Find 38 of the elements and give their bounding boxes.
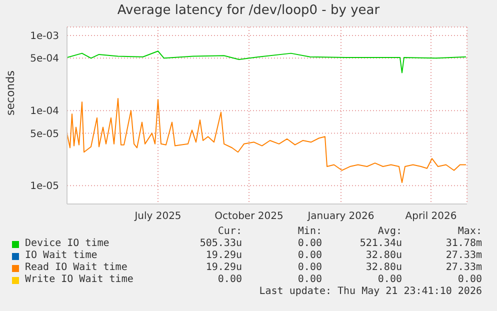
text: Min: [296, 226, 322, 238]
y-tick-label: 1e-04 [30, 106, 59, 118]
text: 27.33m [444, 262, 482, 274]
text: 19.29u [204, 250, 242, 262]
text: 521.34u [358, 238, 402, 250]
text: 0.00 [296, 262, 322, 274]
x-tick-label: April 2026 [405, 211, 457, 222]
legend-label: Read IO Wait time [25, 262, 128, 274]
line-series [67, 50, 466, 74]
y-tick-label: 1e-05 [30, 181, 59, 192]
text: Max: [456, 226, 482, 238]
text: Last update: Thu May 21 23:41:10 2026 [258, 286, 482, 298]
text: 31.78m [444, 238, 482, 250]
text: 19.29u [204, 262, 242, 274]
x-tick-label: July 2025 [134, 211, 182, 222]
y-axis-title: seconds [4, 70, 17, 116]
y-tick-label: 5e-04 [30, 54, 59, 65]
text: 0.00 [296, 250, 322, 262]
y-tick-label: 1e-03 [30, 31, 59, 42]
chart-title: Average latency for /dev/loop0 - by year [116, 3, 381, 18]
x-tick-label: October 2025 [214, 211, 284, 222]
text: 0.00 [456, 274, 482, 286]
text: 0.00 [216, 274, 242, 286]
legend-label: IO Wait time [25, 250, 98, 262]
text: Avg: [376, 226, 402, 238]
line-series [67, 98, 466, 184]
text: 0.00 [376, 274, 402, 286]
legend-label: Device IO time [25, 238, 110, 250]
text: 0.00 [296, 238, 322, 250]
x-tick-label: January 2026 [306, 211, 374, 222]
text: 32.80u [364, 250, 402, 262]
text: Cur: [216, 226, 242, 238]
legend-label: Write IO Wait time [25, 274, 134, 286]
text: 0.00 [296, 274, 322, 286]
text: 505.33u [198, 238, 242, 250]
text: 27.33m [444, 250, 482, 262]
y-tick-label: 5e-05 [30, 128, 59, 140]
text: 32.80u [364, 262, 402, 274]
